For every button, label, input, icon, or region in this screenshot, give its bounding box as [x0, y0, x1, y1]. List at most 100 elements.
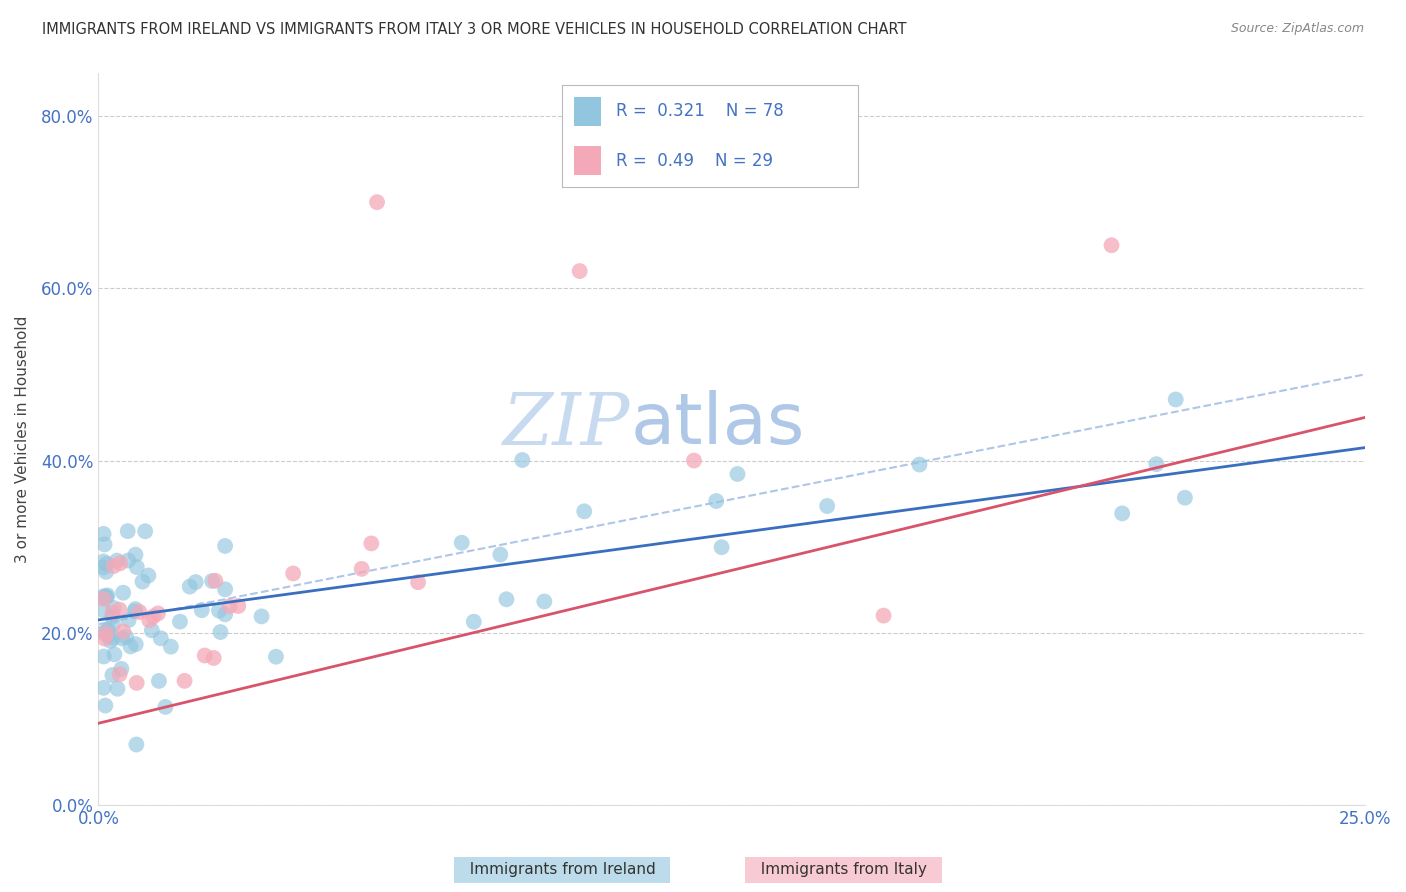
Point — [94, 698, 117, 713]
Text: R =  0.321    N = 78: R = 0.321 N = 78 — [616, 103, 783, 120]
Point — [533, 594, 555, 608]
Point — [100, 634, 122, 648]
Text: Immigrants from Ireland: Immigrants from Ireland — [460, 863, 665, 877]
Point — [94, 626, 117, 640]
Point — [94, 590, 117, 604]
Point — [495, 592, 517, 607]
Bar — [574, 146, 600, 175]
Point — [124, 548, 146, 562]
Point — [93, 560, 115, 574]
Point — [96, 590, 118, 604]
Point — [146, 607, 169, 621]
Point — [112, 585, 135, 599]
Text: ZIP: ZIP — [503, 389, 630, 459]
Point — [93, 625, 115, 640]
Point — [93, 603, 115, 617]
Point — [1174, 491, 1197, 505]
Point — [1144, 457, 1167, 471]
Point — [131, 574, 153, 589]
Point — [202, 651, 225, 665]
Point — [510, 453, 533, 467]
Point — [149, 632, 172, 646]
Point — [94, 565, 117, 579]
Point — [226, 599, 249, 613]
Point — [727, 467, 749, 481]
Point — [281, 566, 304, 581]
Point — [250, 609, 273, 624]
Point — [218, 599, 240, 614]
Point — [214, 539, 236, 553]
Point — [125, 560, 148, 574]
Point — [214, 582, 236, 597]
Point — [138, 613, 160, 627]
Point — [872, 608, 894, 623]
Point — [96, 588, 118, 602]
Point — [264, 649, 287, 664]
Point — [101, 668, 124, 682]
Point — [125, 637, 148, 651]
Point — [128, 605, 150, 619]
Point — [214, 607, 236, 622]
Point — [489, 548, 512, 562]
Text: Immigrants from Italy: Immigrants from Italy — [751, 863, 936, 877]
Bar — [574, 97, 600, 126]
Point — [97, 623, 120, 637]
Point — [134, 524, 156, 539]
Point — [450, 535, 472, 549]
Point — [117, 553, 139, 567]
Point — [93, 554, 115, 568]
Point — [1101, 238, 1123, 252]
Point — [350, 562, 373, 576]
Point — [208, 603, 231, 617]
Point — [138, 568, 160, 582]
Point — [108, 667, 131, 681]
Point — [908, 458, 931, 472]
Point — [101, 631, 124, 645]
Point — [1164, 392, 1187, 407]
Text: R =  0.49    N = 29: R = 0.49 N = 29 — [616, 152, 772, 169]
Point — [704, 494, 727, 508]
Point — [179, 580, 201, 594]
Point — [1111, 507, 1133, 521]
Point — [93, 649, 115, 664]
Point — [93, 681, 115, 695]
Point — [148, 673, 170, 688]
Point — [209, 625, 232, 640]
Point — [115, 630, 138, 644]
Point — [160, 640, 183, 654]
Point — [96, 557, 118, 571]
Point — [103, 601, 125, 615]
Point — [406, 575, 429, 590]
Point — [710, 540, 733, 554]
Y-axis label: 3 or more Vehicles in Household: 3 or more Vehicles in Household — [15, 316, 30, 563]
Point — [141, 624, 163, 638]
Point — [142, 609, 165, 624]
Point — [366, 195, 388, 210]
Point — [110, 556, 132, 570]
Point — [568, 264, 591, 278]
Point — [155, 700, 177, 714]
Point — [105, 553, 128, 567]
Text: atlas: atlas — [630, 390, 804, 458]
Point — [184, 575, 207, 590]
Point — [107, 681, 129, 696]
Point — [360, 536, 382, 550]
Point — [103, 617, 125, 632]
Point — [125, 676, 148, 690]
Point — [101, 606, 124, 620]
Point — [96, 624, 118, 639]
Point — [93, 537, 115, 551]
Point — [191, 603, 214, 617]
Point — [204, 574, 226, 588]
Point — [683, 453, 706, 467]
Point — [124, 602, 146, 616]
Point — [173, 673, 195, 688]
Point — [93, 591, 115, 606]
Point — [815, 499, 838, 513]
Point — [93, 527, 115, 541]
Point — [125, 738, 148, 752]
Point — [574, 504, 596, 518]
Point — [120, 640, 142, 654]
Point — [110, 662, 132, 676]
Point — [117, 524, 139, 538]
